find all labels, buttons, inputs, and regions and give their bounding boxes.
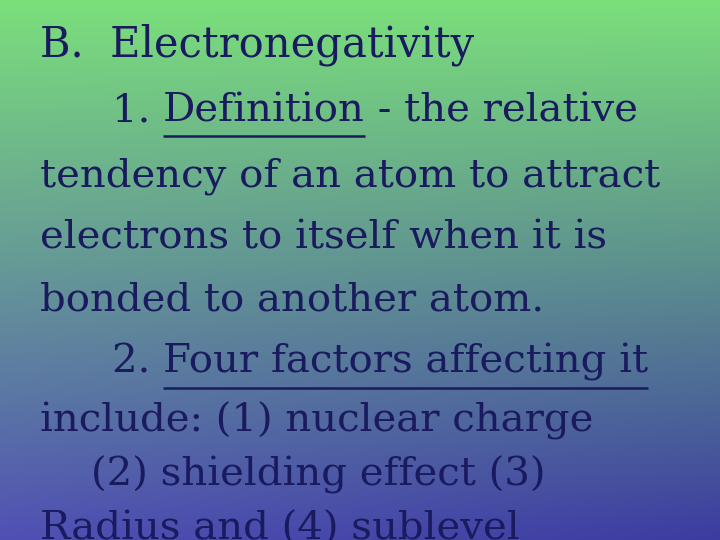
Text: - the relative: - the relative [364, 92, 638, 130]
Text: 1.: 1. [112, 92, 163, 130]
Text: (2) shielding effect (3): (2) shielding effect (3) [40, 456, 545, 495]
Text: include: (1) nuclear charge: include: (1) nuclear charge [40, 402, 593, 441]
Text: electrons to itself when it is: electrons to itself when it is [40, 219, 607, 256]
Text: tendency of an atom to attract: tendency of an atom to attract [40, 157, 660, 195]
Text: Four factors affecting it: Four factors affecting it [163, 343, 648, 381]
Text: bonded to another atom.: bonded to another atom. [40, 281, 544, 319]
Text: B.  Electronegativity: B. Electronegativity [40, 24, 474, 66]
Text: Definition: Definition [163, 92, 364, 130]
Text: Radius and (4) sublevel: Radius and (4) sublevel [40, 511, 519, 540]
Text: 2.: 2. [112, 343, 163, 381]
